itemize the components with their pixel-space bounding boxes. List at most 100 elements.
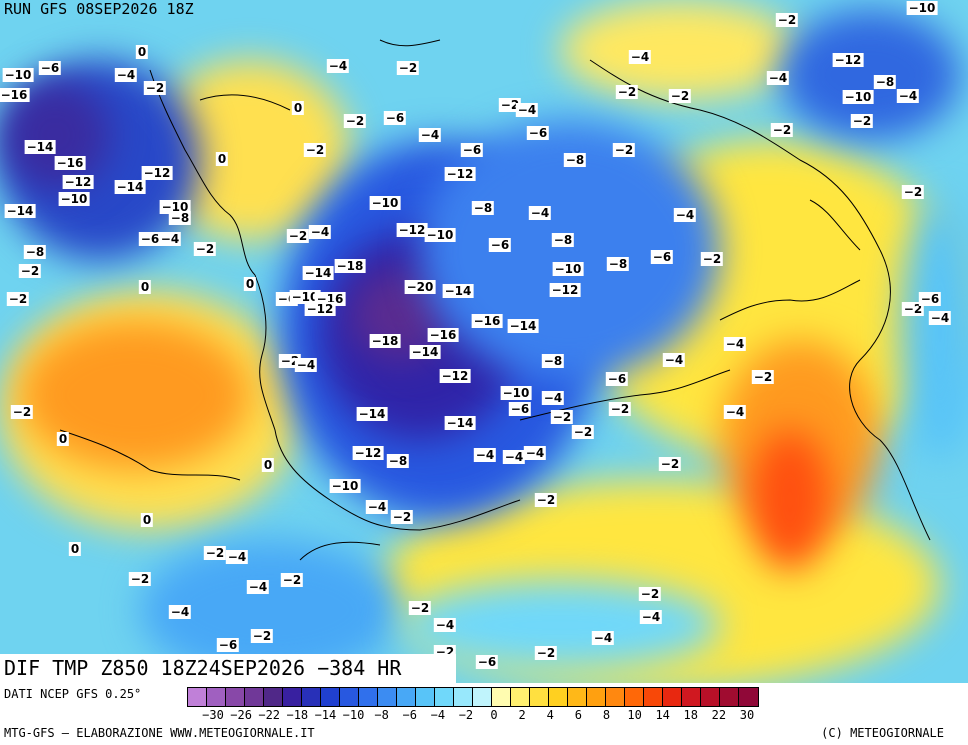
- contour-label: −6: [216, 638, 240, 652]
- contour-label: −2: [608, 402, 632, 416]
- color-swatch: [568, 688, 587, 706]
- contour-label: −6: [526, 126, 550, 140]
- color-swatch: [720, 688, 739, 706]
- contour-label: −4: [528, 206, 552, 220]
- contour-label: −12: [549, 283, 581, 297]
- contour-label: −8: [563, 153, 587, 167]
- scale-tick-label: 18: [683, 708, 699, 722]
- contour-label: −2: [751, 370, 775, 384]
- contour-label: −4: [523, 446, 547, 460]
- contour-label: −10: [369, 196, 401, 210]
- scale-tick-label: 22: [711, 708, 727, 722]
- contour-label: −2: [143, 81, 167, 95]
- contour-label: −4: [723, 337, 747, 351]
- color-swatch: [416, 688, 435, 706]
- contour-label: −6: [918, 292, 942, 306]
- contour-label: −10: [58, 192, 90, 206]
- contour-label: −16: [427, 328, 459, 342]
- color-swatch: [188, 688, 207, 706]
- contour-label: −12: [832, 53, 864, 67]
- contour-label: −2: [700, 252, 724, 266]
- contour-label: −12: [62, 175, 94, 189]
- contour-label: −10: [159, 200, 191, 214]
- scale-tick-label: −8: [374, 708, 389, 722]
- contour-label: −4: [515, 103, 539, 117]
- map-title: DIF TMP Z850 18Z24SEP2026 −384 HR: [0, 654, 456, 683]
- run-title: RUN GFS 08SEP2026 18Z: [4, 0, 194, 18]
- color-swatch: [378, 688, 397, 706]
- contour-label: −16: [0, 88, 30, 102]
- color-swatch: [359, 688, 378, 706]
- contour-label: −18: [334, 259, 366, 273]
- contour-label: −2: [770, 123, 794, 137]
- color-swatch: [245, 688, 264, 706]
- contour-label: −8: [606, 257, 630, 271]
- contour-label: −10: [424, 228, 456, 242]
- contour-label: 0: [140, 513, 154, 527]
- contour-label: −2: [18, 264, 42, 278]
- contour-label: −6: [460, 143, 484, 157]
- field-yellow-top: [560, 0, 800, 100]
- contour-label: −6: [508, 402, 532, 416]
- contour-label: −8: [551, 233, 575, 247]
- contour-label: 0: [68, 542, 82, 556]
- contour-label: −14: [507, 319, 539, 333]
- contour-label: −2: [193, 242, 217, 256]
- color-swatch: [321, 688, 340, 706]
- contour-label: −10: [329, 479, 361, 493]
- field-cyan-east-edge: [900, 200, 968, 460]
- contour-label: −6: [475, 655, 499, 669]
- contour-label: −2: [550, 410, 574, 424]
- contour-label: −6: [138, 232, 162, 246]
- contour-label: −4: [673, 208, 697, 222]
- contour-label: −4: [418, 128, 442, 142]
- contour-label: −14: [442, 284, 474, 298]
- contour-label: −2: [571, 425, 595, 439]
- contour-label: −2: [534, 493, 558, 507]
- scale-tick-label: 10: [627, 708, 642, 722]
- contour-label: −2: [390, 510, 414, 524]
- contour-label: −2: [498, 98, 522, 112]
- contour-label: −4: [541, 391, 565, 405]
- contour-label: −2: [343, 114, 367, 128]
- contour-label: −2: [668, 89, 692, 103]
- contour-label: −10: [289, 290, 321, 304]
- contour-label: 0: [243, 277, 257, 291]
- color-swatch: [549, 688, 568, 706]
- contour-label: 0: [138, 280, 152, 294]
- contour-label: −10: [842, 90, 874, 104]
- contour-label: −14: [114, 180, 146, 194]
- color-swatch: [454, 688, 473, 706]
- scale-tick-label: 6: [574, 708, 582, 722]
- contour-label: −6: [605, 372, 629, 386]
- contour-label: −2: [250, 629, 274, 643]
- color-swatch: [302, 688, 321, 706]
- contour-label: −2: [408, 601, 432, 615]
- color-swatch: [397, 688, 416, 706]
- contour-label: −6: [383, 111, 407, 125]
- contour-label: −14: [24, 140, 56, 154]
- contour-label: −12: [396, 223, 428, 237]
- contour-label: −10: [906, 1, 938, 15]
- contour-label: −14: [356, 407, 388, 421]
- contour-label: −2: [901, 302, 925, 316]
- color-swatch: [207, 688, 226, 706]
- contour-label: −4: [308, 225, 332, 239]
- scale-tick-label: −10: [342, 708, 365, 722]
- contour-label: −2: [850, 114, 874, 128]
- contour-label: −4: [928, 311, 952, 325]
- contour-label: −4: [766, 71, 790, 85]
- contour-label: 0: [56, 432, 70, 446]
- contour-label: −2: [280, 573, 304, 587]
- contour-label: −2: [534, 646, 558, 660]
- contour-label: −4: [433, 618, 457, 632]
- contour-label: −14: [302, 266, 334, 280]
- contour-label: 0: [261, 458, 275, 472]
- scale-tick-label: 8: [602, 708, 611, 722]
- color-swatch: [283, 688, 302, 706]
- temperature-anomaly-map: RUN GFS 08SEP2026 18Z 0 −10 −6 −4 −2 −16 −14 −1…: [0, 0, 968, 683]
- contour-label: −16: [471, 314, 503, 328]
- color-swatch: [625, 688, 644, 706]
- scale-tick-label: 14: [655, 708, 670, 722]
- contour-label: −4: [365, 500, 389, 514]
